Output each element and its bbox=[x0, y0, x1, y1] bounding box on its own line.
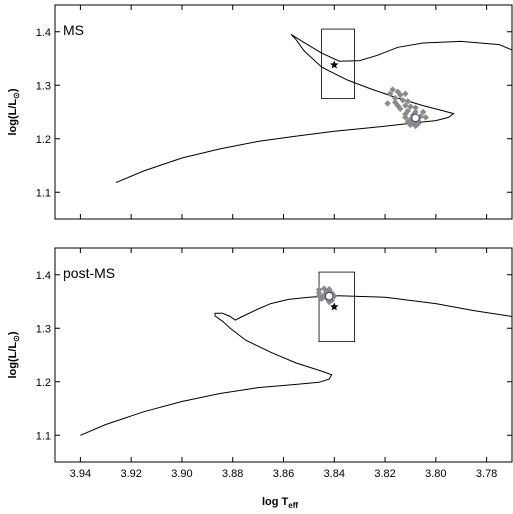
panel-label: MS bbox=[63, 22, 84, 38]
observed-star-marker bbox=[330, 60, 339, 69]
model-point-diamond bbox=[422, 114, 429, 121]
model-point-diamond bbox=[404, 98, 412, 105]
observed-star-marker bbox=[330, 302, 339, 311]
x-tick-label: 3.94 bbox=[70, 468, 91, 480]
best-model-circle bbox=[411, 113, 420, 123]
evolutionary-track bbox=[80, 295, 513, 436]
x-tick-label: 3.86 bbox=[273, 468, 294, 480]
model-point-diamond bbox=[394, 88, 401, 95]
model-point-diamond bbox=[412, 104, 419, 111]
model-point-diamond bbox=[384, 100, 391, 107]
model-point-diamond bbox=[419, 108, 427, 116]
model-point-diamond bbox=[402, 102, 409, 109]
model-point-diamond bbox=[404, 118, 412, 125]
model-point-diamond bbox=[397, 105, 404, 112]
x-tick-label: 3.78 bbox=[476, 468, 497, 480]
error-box bbox=[321, 28, 355, 100]
x-tick-label: 3.90 bbox=[171, 468, 192, 480]
model-point-diamond bbox=[389, 86, 396, 93]
y-tick-label: 1.1 bbox=[36, 430, 51, 442]
y-tick-label: 1.4 bbox=[36, 27, 51, 39]
y-tick-label: 1.1 bbox=[36, 187, 51, 199]
x-tick-label: 3.84 bbox=[324, 468, 345, 480]
plot-frame bbox=[54, 247, 513, 463]
error-box bbox=[318, 271, 355, 343]
best-model-circle bbox=[324, 291, 334, 301]
y-tick-label: 1.2 bbox=[36, 134, 51, 146]
model-point-diamond bbox=[402, 110, 409, 118]
model-point-diamond bbox=[386, 90, 394, 98]
model-point-diamond bbox=[399, 97, 407, 104]
model-point-diamond bbox=[412, 122, 419, 130]
model-point-diamond bbox=[407, 121, 414, 129]
model-point-diamond bbox=[402, 90, 409, 98]
y-tick-label: 1.3 bbox=[36, 323, 51, 335]
panel-post-ms: 3.94 3.92 3.90 3.88 3.86 3.84 3.82 3.80 3.78 1.1 1… bbox=[7, 247, 513, 510]
y-tick-label: 1.2 bbox=[36, 377, 51, 389]
x-tick-label: 3.80 bbox=[425, 468, 446, 480]
y-axis-label: log(L/L⊙) bbox=[7, 88, 21, 135]
y-tick-label: 1.3 bbox=[36, 80, 51, 92]
x-tick-label: 3.92 bbox=[120, 468, 141, 480]
x-axis-label: log Teff bbox=[262, 496, 298, 510]
model-point-diamond bbox=[315, 286, 323, 293]
model-point-diamond bbox=[407, 103, 414, 110]
model-point-diamond bbox=[417, 113, 424, 120]
model-point-diamond bbox=[397, 91, 404, 99]
model-point-diamond bbox=[402, 114, 409, 121]
model-point-diamond bbox=[318, 295, 325, 303]
panel-label: post-MS bbox=[63, 265, 115, 281]
panel-ms: 1.1 1.2 1.3 1.4 log(L/L⊙) MS bbox=[7, 4, 513, 220]
plot-frame bbox=[54, 4, 513, 220]
y-tick-label: 1.4 bbox=[36, 270, 51, 282]
model-point-diamond bbox=[326, 298, 333, 306]
y-axis-label: log(L/L⊙) bbox=[7, 331, 21, 378]
x-tick-label: 3.82 bbox=[374, 468, 395, 480]
x-tick-label: 3.88 bbox=[222, 468, 243, 480]
evolutionary-track bbox=[115, 33, 513, 184]
model-point-diamond bbox=[392, 94, 399, 102]
model-point-diamond bbox=[315, 289, 323, 297]
